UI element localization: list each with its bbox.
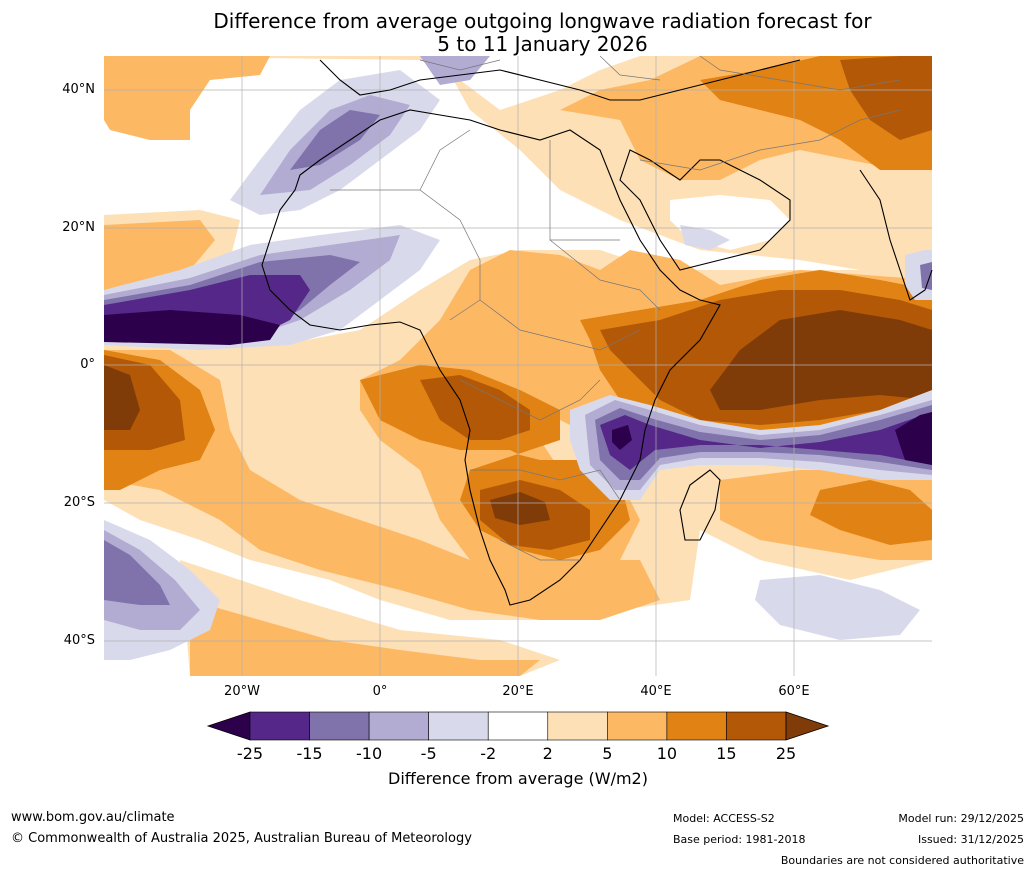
border-congo xyxy=(459,379,601,421)
europe-coastline xyxy=(319,59,801,101)
colorbar-tick-label: -25 xyxy=(236,744,264,763)
lat-label-40s: 40°S xyxy=(63,633,95,648)
title-line-2: 5 to 11 January 2026 xyxy=(437,32,648,56)
anomaly-region-se-purple-light xyxy=(755,575,920,640)
colorbar-tick-label: 5 xyxy=(602,744,613,763)
lon-label-20e: 20°E xyxy=(502,684,534,699)
footer-model-run: Model run: 29/12/2025 xyxy=(898,812,1024,825)
lat-label-20n: 20°N xyxy=(62,220,95,235)
anomaly-region-sw-purple-dark xyxy=(104,540,170,605)
lon-label-60e: 60°E xyxy=(778,684,810,699)
anomaly-region-s-atlantic-medium xyxy=(190,600,540,676)
arabia-coastline xyxy=(619,149,791,271)
lat-label-equator: 0° xyxy=(80,357,95,372)
border-southern-africa xyxy=(470,469,621,501)
footer-base-period: Base period: 1981-2018 xyxy=(673,833,806,846)
anomaly-region-south-band-darkest xyxy=(895,412,932,465)
border-sahara xyxy=(419,129,471,191)
colorbar-tick-label: -10 xyxy=(356,744,383,763)
footer-issued: Issued: 31/12/2025 xyxy=(917,833,1024,846)
anomaly-region-somalia-purple-dark xyxy=(920,262,932,290)
colorbar-tick-label: 25 xyxy=(775,744,797,763)
colorbar-title: Difference from average (W/m2) xyxy=(388,769,648,788)
border-mideast xyxy=(639,109,901,171)
anomaly-region-persia-brown xyxy=(840,56,932,140)
anomaly-region-south-band-dark xyxy=(595,405,932,480)
colorbar-tick-label: -15 xyxy=(296,744,323,763)
footer-website[interactable]: www.bom.gov.au/climate xyxy=(11,810,175,825)
title-line-1: Difference from average outgoing longwav… xyxy=(213,9,872,33)
lon-label-0: 0° xyxy=(372,684,388,699)
anomaly-region-west-darkbrown xyxy=(104,365,140,430)
footer-disclaimer: Boundaries are not considered authoritat… xyxy=(780,854,1024,867)
anomaly-region-west-orange xyxy=(104,220,215,290)
graticule xyxy=(104,56,932,676)
anomaly-region-north-orange xyxy=(104,56,270,140)
footer-model: Model: ACCESS-S2 xyxy=(673,812,775,825)
madagascar-coastline xyxy=(679,469,721,541)
colorbar-tick-label: 2 xyxy=(542,744,553,763)
colorbar-tick-label: 10 xyxy=(656,744,678,763)
anomaly-region-nw-purple-dark xyxy=(290,110,380,170)
lat-label-40n: 40°N xyxy=(62,82,95,97)
lon-label-40e: 40°E xyxy=(640,684,672,699)
border-south xyxy=(499,539,580,561)
border-nw-africa xyxy=(330,189,481,321)
colorbar-tick-label: -5 xyxy=(420,744,437,763)
anomaly-region-botswana-darkbrown xyxy=(490,492,550,525)
lon-label-20w: 20°W xyxy=(224,684,260,699)
colorbar-tick-label: -2 xyxy=(480,744,497,763)
anomaly-region-indian-darkbrown xyxy=(710,310,932,410)
anomaly-region-malawi-darkest xyxy=(612,425,632,450)
anomaly-region-south-band-deep xyxy=(600,412,932,470)
anomaly-region-se-darkorange xyxy=(810,480,932,545)
border-central-africa xyxy=(479,299,641,351)
colorbar-tick-label: 15 xyxy=(716,744,737,763)
border-sudan xyxy=(549,239,661,311)
border-europe xyxy=(419,55,901,91)
anomaly-region-congo-brown xyxy=(420,375,530,440)
anomaly-region-guinea-purple-darkest xyxy=(104,310,280,345)
india-coastline xyxy=(859,169,933,301)
anomaly-region-arabia-purple xyxy=(680,225,730,250)
country-borders xyxy=(330,55,901,561)
lat-label-20s: 20°S xyxy=(63,495,95,510)
map-title: Difference from average outgoing longwav… xyxy=(0,10,1035,56)
footer-copyright: © Commonwealth of Australia 2025, Austra… xyxy=(11,831,472,846)
